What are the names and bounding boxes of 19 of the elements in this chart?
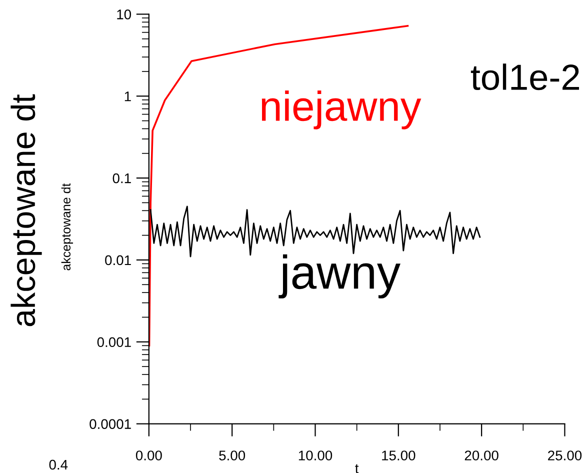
x-tick-label: 20.00 [464, 450, 498, 460]
x-tick-label: 10.00 [298, 450, 332, 460]
annotation: tol1e-2 [470, 64, 579, 90]
y-tick-label: 0.0001 [90, 419, 131, 429]
series-label: jawny [278, 254, 400, 298]
y-tick-label: 0.1 [112, 173, 131, 184]
x-tick-label: 25.00 [548, 450, 582, 460]
x-tick-label: 5.00 [219, 450, 246, 460]
y-tick-label: 0.001 [97, 337, 131, 348]
y-tick-label: 0.01 [105, 255, 131, 266]
x-tick-label: 0.00 [136, 450, 162, 460]
y-tick-label: 1 [124, 92, 131, 102]
x-tick-label: 15.00 [382, 450, 416, 460]
series-label: niejawny [262, 90, 422, 130]
text: akceptowane dt [61, 183, 73, 270]
text: 0.4 [49, 460, 68, 470]
y-tick-label: 10 [117, 10, 132, 20]
x-axis-title: t [355, 464, 359, 473]
y-axis-title: akceptowane dt [10, 94, 42, 326]
